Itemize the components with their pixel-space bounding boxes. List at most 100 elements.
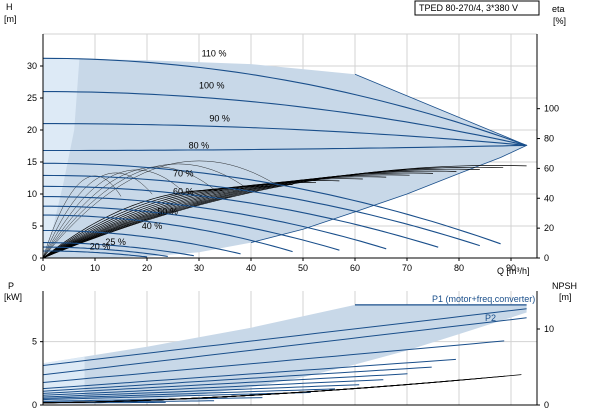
bottom-power-region xyxy=(43,304,527,403)
y2-axis-label: eta xyxy=(552,4,565,14)
head-curve-60 xyxy=(43,196,387,250)
speed-label: 90 % xyxy=(209,114,230,124)
p1-series-label: P1 (motor+freq.converter) xyxy=(432,294,535,304)
power-curve xyxy=(43,340,505,383)
x-tick-label: 80 xyxy=(454,263,464,273)
power-tick-label: 5 xyxy=(32,337,37,347)
npsh-axis-label: NPSH xyxy=(552,281,577,291)
p2-series-label: P2 xyxy=(485,313,496,323)
head-curve-90 xyxy=(43,123,527,146)
head-curve-30 xyxy=(43,242,194,257)
head-curve-50 xyxy=(43,214,293,253)
x-tick-label: 70 xyxy=(402,263,412,273)
power-curve xyxy=(43,308,527,366)
speed-labels: 110 % 100 % 90 % 80 % 70 % 60 % 50 % 40 % 25 %20… xyxy=(90,48,230,251)
head-curve-55 xyxy=(43,205,340,251)
x-tick-label: 30 xyxy=(194,263,204,273)
speed-label: 40 % xyxy=(142,221,163,231)
head-curve-75 xyxy=(43,162,501,245)
y-axis-label: H xyxy=(6,2,13,12)
y-tick-label: 10 xyxy=(27,189,37,199)
efficiency-curve-partial xyxy=(43,169,184,259)
efficiency-curve xyxy=(43,170,457,259)
power-curve xyxy=(43,397,263,402)
power-curve xyxy=(43,373,408,394)
operating-region xyxy=(43,58,527,258)
power-curves xyxy=(43,304,527,404)
y2-tick-label: 100 xyxy=(544,104,559,114)
head-curves xyxy=(43,57,527,258)
efficiency-curve xyxy=(43,168,480,259)
speed-label: 60 % xyxy=(173,187,194,197)
efficiency-curve-partial xyxy=(43,166,215,259)
y2-tick-label: 40 xyxy=(544,193,554,203)
power-curve xyxy=(43,317,527,376)
y2-tick-label: 60 xyxy=(544,163,554,173)
power-curve xyxy=(43,391,311,401)
y-tick-label: 30 xyxy=(27,61,37,71)
head-curve-20 xyxy=(43,250,148,258)
x-tick-label: 10 xyxy=(90,263,100,273)
power-tick-label: 0 xyxy=(32,400,37,410)
x-tick-label: 50 xyxy=(298,263,308,273)
x-tick-label: 40 xyxy=(246,263,256,273)
speed-label: 20 % xyxy=(90,242,111,252)
max-power-boundary xyxy=(250,73,528,243)
power-region-low xyxy=(43,356,85,403)
speed-label: 70 % xyxy=(173,169,194,179)
y-axis-unit: [m] xyxy=(4,14,17,24)
npsh-tick-label: 10 xyxy=(544,324,554,334)
bottom-axes: 0 5 0 10 xyxy=(32,291,554,410)
head-curve-80 xyxy=(43,144,527,152)
power-curve xyxy=(43,384,360,398)
speed-label: 80 % xyxy=(189,141,210,151)
top-axes: 0 10 20 30 40 50 60 70 80 90 0 5 10 15 20 25 30 0 20 40 60 80… xyxy=(27,34,559,273)
x-tick-label: 90 xyxy=(506,263,516,273)
y2-tick-label: 80 xyxy=(544,134,554,144)
efficiency-curve xyxy=(43,189,223,259)
speed-label: 25 % xyxy=(105,237,126,247)
y2-axis-unit: [%] xyxy=(553,16,566,26)
speed-label: 50 % xyxy=(157,207,178,217)
efficiency-curve xyxy=(43,174,410,259)
npsh-tick-label: 0 xyxy=(544,400,549,410)
y2-tick-label: 20 xyxy=(544,223,554,233)
y-tick-label: 5 xyxy=(32,221,37,231)
power-curve xyxy=(43,358,456,390)
x-tick-label: 0 xyxy=(40,263,45,273)
head-curve-40 xyxy=(43,229,241,255)
efficiency-curve xyxy=(43,166,504,259)
power-axis-label: P xyxy=(8,281,14,291)
low-flow-region xyxy=(43,58,80,258)
power-curve xyxy=(43,379,384,396)
power-axis-unit: [kW] xyxy=(4,292,22,302)
chart-title-box xyxy=(414,0,540,16)
x-tick-label: 20 xyxy=(142,263,152,273)
head-curve-65 xyxy=(43,185,439,248)
x-axis-label: Q [m³/h] xyxy=(497,266,530,276)
x-tick-label: 60 xyxy=(350,263,360,273)
efficiency-curve xyxy=(43,172,434,259)
top-operating-region xyxy=(43,58,528,258)
speed-label: 110 % xyxy=(202,48,227,58)
y2-tick-label: 0 xyxy=(544,253,549,263)
efficiency-curve-partial xyxy=(43,175,122,259)
head-curve-110 xyxy=(43,57,527,146)
y-tick-label: 0 xyxy=(32,253,37,263)
y-tick-label: 20 xyxy=(27,125,37,135)
npsh-curve xyxy=(43,374,522,404)
speed-label: 100 % xyxy=(199,80,225,90)
power-curve xyxy=(43,388,336,399)
efficiency-curves xyxy=(43,160,527,259)
head-curve-70 xyxy=(43,174,480,247)
y-tick-label: 25 xyxy=(27,93,37,103)
power-curve xyxy=(43,366,432,392)
power-region xyxy=(43,304,527,403)
npsh-axis-unit: [m] xyxy=(559,292,572,302)
chart-title: TPED 80-270/4, 3*380 V xyxy=(419,3,518,13)
head-curve-100 xyxy=(43,91,527,146)
efficiency-curve-partial xyxy=(43,163,246,259)
y-tick-label: 15 xyxy=(27,157,37,167)
head-curve-25 xyxy=(43,246,168,257)
